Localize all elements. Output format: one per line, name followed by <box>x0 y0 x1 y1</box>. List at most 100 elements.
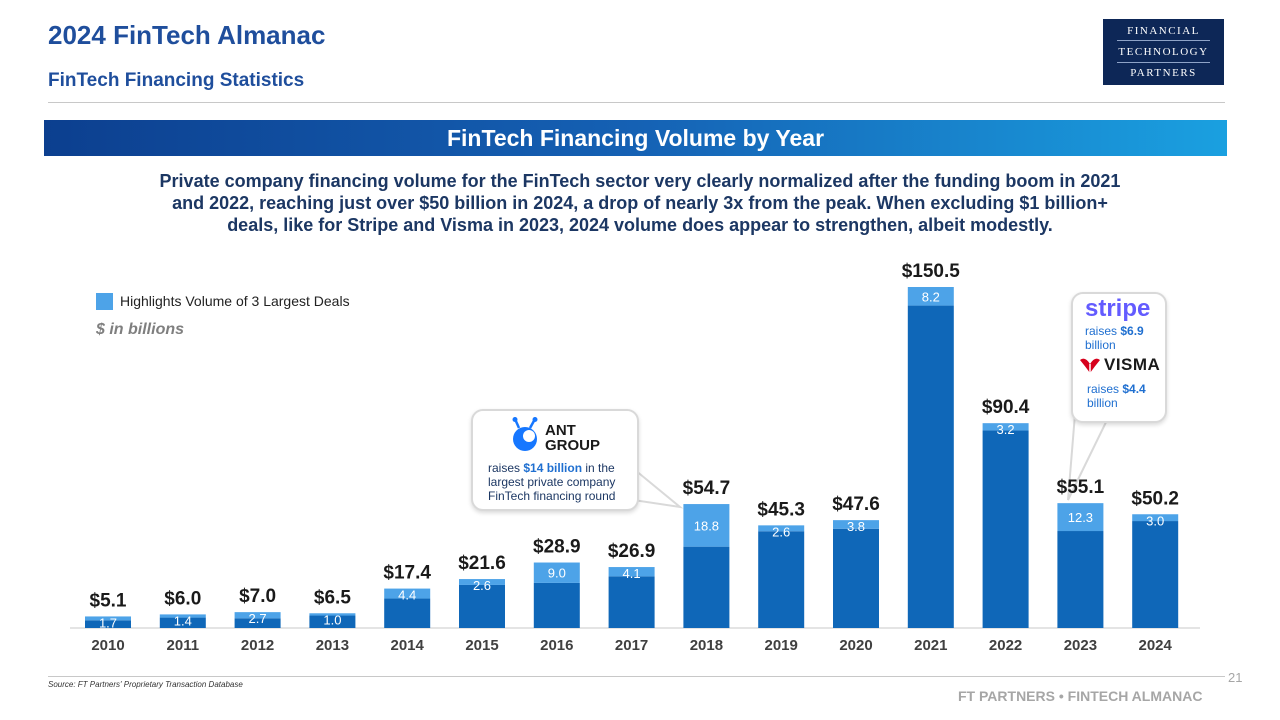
segment-label-2016: 9.0 <box>548 566 566 581</box>
total-label-2021: $150.5 <box>902 261 961 282</box>
bar-largest-deals-2012 <box>234 612 281 619</box>
x-tick-label-2019: 2019 <box>765 637 798 654</box>
total-label-2017: $26.9 <box>608 541 656 562</box>
chart-description: Private company financing volume for the… <box>159 171 1121 235</box>
visma-text: raises $4.4 billion <box>1087 382 1163 410</box>
segment-label-2017: 4.1 <box>623 566 641 581</box>
stripe-text-prefix: raises <box>1085 324 1121 338</box>
x-tick-label-2011: 2011 <box>167 637 200 654</box>
bar-base-2022 <box>982 430 1029 628</box>
x-tick-label-2023: 2023 <box>1064 637 1097 654</box>
bar-base-2011 <box>159 617 206 628</box>
visma-text-prefix: raises <box>1087 382 1123 396</box>
bar-largest-deals-2021 <box>907 287 954 306</box>
x-tick-label-2024: 2024 <box>1139 637 1173 654</box>
segment-label-2020: 3.8 <box>847 519 865 534</box>
bar-base-2012 <box>234 618 281 628</box>
visma-text-amount: $4.4 <box>1122 382 1146 396</box>
bar-largest-deals-2018 <box>683 504 730 547</box>
bar-largest-deals-2013 <box>309 613 356 616</box>
segment-label-2019: 2.6 <box>772 524 790 539</box>
logo-separator <box>1117 62 1210 63</box>
logo-line-1: FINANCIAL <box>1127 25 1200 37</box>
x-tick-label-2015: 2015 <box>465 637 498 654</box>
ant-name-line-1: ANT <box>545 422 576 439</box>
total-label-2010: $5.1 <box>90 590 127 611</box>
segment-label-2011: 1.4 <box>174 613 192 628</box>
x-tick-label-2018: 2018 <box>690 637 723 654</box>
page-number: 21 <box>1228 670 1243 685</box>
footer-brand: FT PARTNERS • FINTECH ALMANAC <box>958 688 1203 704</box>
segment-label-2022: 3.2 <box>997 422 1015 437</box>
x-tick-label-2021: 2021 <box>914 637 947 654</box>
segment-label-2024: 3.0 <box>1146 513 1164 528</box>
bar-largest-deals-2015 <box>459 579 505 585</box>
section-banner: FinTech Financing Volume by Year <box>44 120 1227 156</box>
legend-label: Highlights Volume of 3 Largest Deals <box>120 293 350 309</box>
bar-largest-deals-2017 <box>608 567 655 577</box>
segment-label-2014: 4.4 <box>398 588 416 603</box>
ant-group-name: ANT GROUP <box>545 423 600 453</box>
bar-base-2021 <box>907 305 954 628</box>
bar-base-2018 <box>683 546 730 628</box>
bar-largest-deals-2010 <box>85 616 131 621</box>
total-label-2020: $47.6 <box>832 494 880 515</box>
stripe-visma-callout: stripe raises $6.9 billion VISMA raises … <box>1071 292 1167 423</box>
segment-label-2023: 12.3 <box>1068 510 1093 525</box>
source-note: Source: FT Partners' Proprietary Transac… <box>48 680 243 689</box>
total-label-2024: $50.2 <box>1131 488 1179 509</box>
bar-largest-deals-2022 <box>982 423 1029 431</box>
x-tick-label-2012: 2012 <box>241 637 274 654</box>
total-label-2018: $54.7 <box>683 478 731 499</box>
logo-separator <box>1117 40 1210 41</box>
stripe-text: raises $6.9 billion <box>1085 324 1161 352</box>
ant-text-suffix: in the largest private company FinTech f… <box>488 461 616 503</box>
bar-base-2024 <box>1132 521 1179 628</box>
ant-group-icon <box>512 417 538 451</box>
bar-base-2015 <box>459 584 505 628</box>
footer-divider <box>48 676 1225 677</box>
header-divider <box>48 102 1225 103</box>
ant-name-line-2: GROUP <box>545 437 601 454</box>
visma-logo: VISMA <box>1079 354 1167 376</box>
stripe-logo: stripe <box>1085 295 1151 322</box>
total-label-2013: $6.5 <box>314 587 351 608</box>
segment-label-2012: 2.7 <box>249 611 267 626</box>
stripe-text-amount: $6.9 <box>1120 324 1144 338</box>
x-tick-label-2022: 2022 <box>989 637 1022 654</box>
bar-largest-deals-2023 <box>1057 503 1104 532</box>
bar-base-2020 <box>833 528 879 628</box>
visma-icon <box>1080 358 1100 373</box>
bar-largest-deals-2011 <box>159 614 206 618</box>
total-label-2012: $7.0 <box>239 586 276 607</box>
bar-base-2019 <box>758 531 805 628</box>
bar-base-2013 <box>309 615 356 628</box>
bar-base-2016 <box>533 582 580 628</box>
segment-label-2010: 1.7 <box>99 615 117 630</box>
x-tick-label-2014: 2014 <box>391 637 425 654</box>
x-tick-label-2013: 2013 <box>316 637 349 654</box>
visma-name: VISMA <box>1104 355 1161 374</box>
bar-largest-deals-2016 <box>533 562 580 583</box>
total-label-2022: $90.4 <box>982 397 1030 418</box>
segment-label-2018: 18.8 <box>694 518 719 533</box>
logo-line-2: TECHNOLOGY <box>1118 46 1209 58</box>
units-label: $ in billions <box>96 321 185 338</box>
bar-largest-deals-2014 <box>384 588 431 599</box>
x-tick-label-2017: 2017 <box>615 637 648 654</box>
x-tick-label-2016: 2016 <box>540 637 573 654</box>
segment-label-2015: 2.6 <box>473 578 491 593</box>
bars-group: 1.7 $5.1 2010 1.4 $6.0 2011 2.7 $7.0 2012 1.0 $6.5… <box>85 261 1179 654</box>
bar-base-2014 <box>384 598 431 628</box>
total-label-2014: $17.4 <box>383 563 431 584</box>
stripe-text-suffix: billion <box>1085 338 1116 352</box>
segment-label-2013: 1.0 <box>323 612 341 627</box>
bar-base-2023 <box>1057 531 1104 628</box>
bar-base-2017 <box>608 576 655 628</box>
ft-partners-logo: FINANCIAL TECHNOLOGY PARTNERS <box>1103 19 1224 85</box>
x-tick-label-2020: 2020 <box>839 637 872 654</box>
bar-largest-deals-2019 <box>758 525 805 532</box>
page-title: 2024 FinTech Almanac <box>48 20 326 50</box>
ant-group-callout: ANT GROUP raises $14 billion in the larg… <box>471 409 639 511</box>
